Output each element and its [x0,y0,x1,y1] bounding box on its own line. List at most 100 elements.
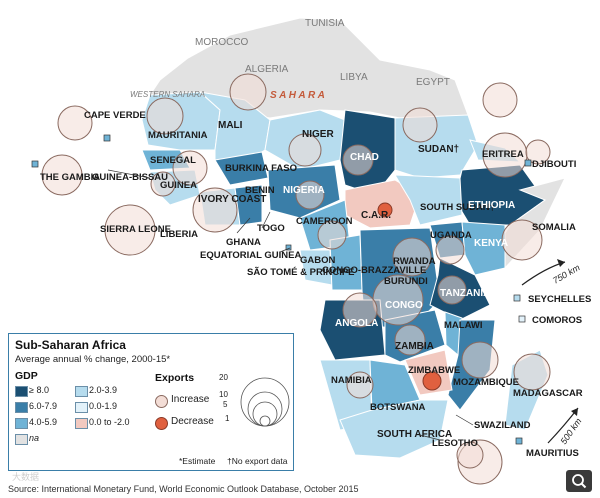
label-tanzania: TANZANIA [440,288,490,299]
swatch-gdp-2 [15,402,28,413]
scale-arrow-750: 750 km [521,259,582,286]
label-benin: BENIN [245,185,275,196]
legend-exports-heading: Exports [155,372,195,384]
label-south-africa: SOUTH AFRICA [377,429,452,440]
swatch-gdp-1 [15,386,28,397]
label-mozambique: MOZAMBIQUE [453,377,519,388]
label-burkina-faso: BURKINA FASO [225,163,297,174]
bubble-rwanda [392,237,432,277]
swatch-gdp-6 [75,418,88,429]
label-the-gambia: THE GAMBIA [40,172,100,183]
scale-label-10: 10 [219,390,228,399]
bubble-the-gambia [41,154,83,196]
bubble-northeast [482,82,518,118]
bubble-zimbabwe-decrease [422,371,442,391]
label-burundi: BURUNDI [384,276,428,287]
note-no-data: †No export data [227,456,288,466]
bubble-lesotho [456,441,484,469]
marker-the-gambia [31,160,39,168]
country-kenya [461,221,506,276]
label-south-sudan: SOUTH SUDAN† [420,202,495,213]
label-madagascar: MADAGASCAR [513,388,583,399]
label-namibia: NAMIBIA [331,375,372,386]
label-seychelles: SEYCHELLES [528,294,591,305]
swatch-label-gdp-1: ≥ 8.0 [29,385,49,395]
label-ghana: GHANA [226,237,261,248]
label-sudan: SUDAN† [418,144,459,155]
label-ethiopia: ETHIOPIA [468,200,515,211]
label-mauritius: MAURITIUS [526,448,579,459]
marker-djibouti [524,159,532,167]
bubble-ivory-coast [192,187,238,233]
search-button[interactable] [566,470,592,492]
label-guinea: GUINEA [160,180,197,191]
bubble-angola [342,292,378,328]
scale-label-1: 1 [225,414,230,423]
legend-panel: Sub-Saharan Africa Average annual % chan… [8,333,294,471]
watermark: 大数据 [12,472,40,482]
marker-seychelles [513,294,521,302]
swatch-label-gdp-3: 4.0-5.9 [29,417,58,427]
swatch-gdp-3 [15,418,28,429]
swatch-gdp-7 [15,434,28,445]
legend-decrease-label: Decrease [171,416,214,427]
bubble-sudan [402,107,438,143]
label-nigeria: NIGERIA [283,185,325,196]
bubble-chad [342,144,374,176]
swatch-gdp-4 [75,386,88,397]
legend-decrease-circle [155,417,168,430]
bubble-uganda [435,235,465,265]
label-zambia: ZAMBIA [395,341,434,352]
swatch-label-gdp-2: 6.0-7.9 [29,401,58,411]
bubble-zambia [394,324,426,356]
legend-title: Sub-Saharan Africa [15,338,126,352]
label-car: C.A.R. [361,210,391,221]
leader-lines [107,169,474,441]
label-sahara: S A H A R A [270,90,325,101]
label-senegal: SENEGAL [150,155,196,166]
label-sierra-leone: SIERRA LEONE [100,224,171,235]
country-ghana [234,184,263,226]
label-botswana: BOTSWANA [370,402,426,413]
bubble-cape-verde [57,105,93,141]
swatch-label-gdp-7: na [29,433,40,443]
bubble-niger [288,133,322,167]
label-cape-verde: CAPE VERDE [84,110,146,121]
label-uganda: UGANDA [430,230,472,241]
label-liberia: LIBERIA [160,229,198,240]
label-zimbabwe: ZIMBABWE [408,365,460,376]
bubble-tanzania [437,275,467,305]
label-somalia: SOMALIA [532,222,576,233]
swatch-label-gdp-5: 0.0-1.9 [89,401,118,411]
legend-gdp-heading: GDP [15,370,38,382]
scale-arrow-500: 500 km [547,407,584,446]
label-rwanda: RWANDA [393,256,436,267]
label-equatorial-guinea: EQUATORIAL GUINEA [200,250,301,261]
label-libya: LIBYA [340,72,368,83]
marker-cape-verde [103,134,111,142]
label-kenya: KENYA [474,238,508,249]
label-djibouti: DJIBOUTI [532,159,576,170]
label-egypt: EGYPT [416,77,450,88]
legend-subtitle: Average annual % change, 2000-15* [15,354,171,365]
bubble-somalia [501,219,543,261]
bubble-senegal [172,150,208,186]
bubble-guinea-bissau [150,171,176,197]
bubble-mauritania [146,97,184,135]
bubble-nigeria [295,180,325,210]
legend-size-scale [240,377,290,427]
search-icon [572,474,587,489]
source-text: Source: International Monetary Fund, Wor… [8,484,359,494]
label-morocco: MOROCCO [195,37,249,48]
swatch-gdp-5 [75,402,88,413]
country-south-sudan [394,174,463,226]
label-angola: ANGOLA [335,318,378,329]
label-chad: CHAD [350,152,379,163]
country-south-africa [339,399,449,459]
label-eritrea: ERITREA [482,149,524,160]
label-mali: MALI [218,120,243,131]
bubble-djibouti [525,139,551,165]
bubble-mali-north [229,73,267,111]
export-bubbles [41,73,551,485]
